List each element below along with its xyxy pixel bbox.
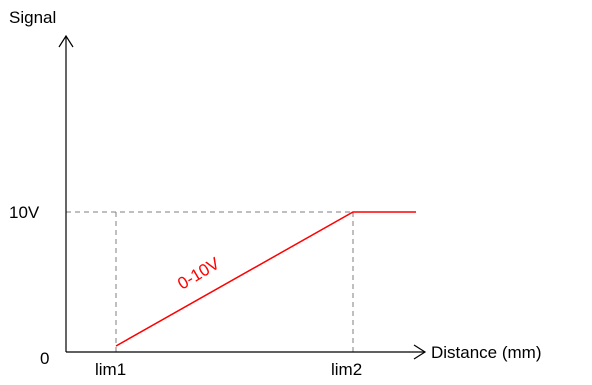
y-tick-label-10v: 10V — [9, 203, 40, 222]
x-axis-arrow-icon — [413, 344, 427, 360]
axes — [58, 34, 427, 360]
x-axis-title: Distance (mm) — [431, 343, 542, 362]
x-tick-label-lim1: lim1 — [95, 360, 126, 379]
y-axis-arrow-icon — [58, 34, 74, 48]
guide-lines — [66, 211, 354, 352]
y-tick-label-0: 0 — [40, 349, 49, 368]
series-label-0-10v: 0-10V — [174, 253, 223, 293]
series-line-0 — [115, 211, 416, 347]
series-layer — [115, 211, 416, 347]
x-tick-label-lim2: lim2 — [331, 360, 362, 379]
y-axis-title: Signal — [9, 8, 56, 27]
